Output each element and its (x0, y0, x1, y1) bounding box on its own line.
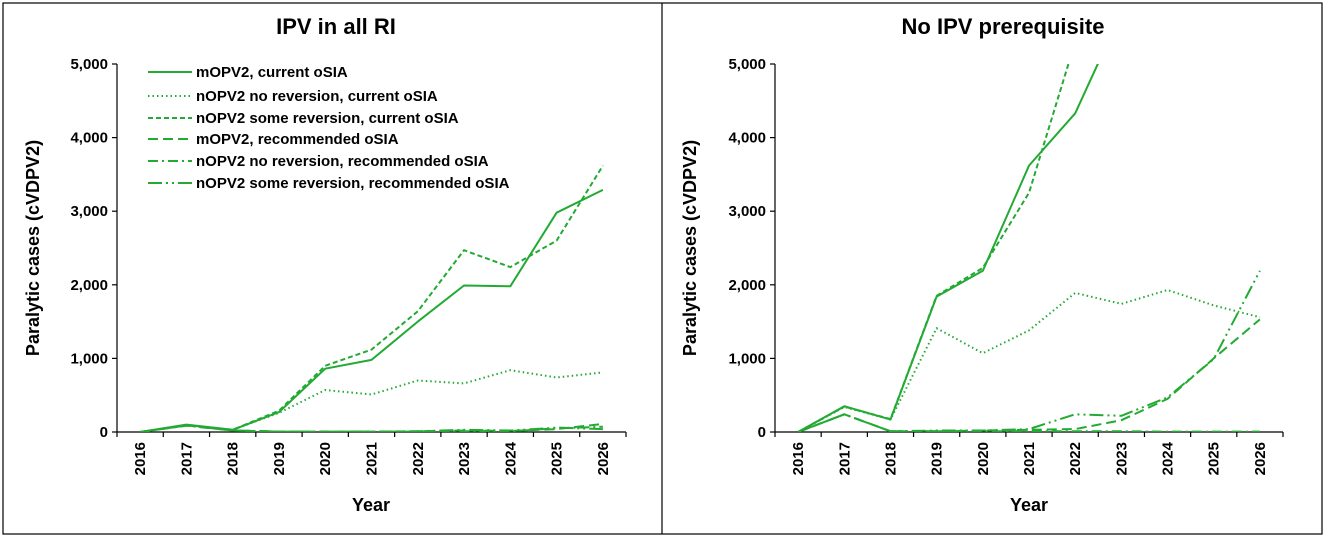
series-line-3 (139, 165, 604, 432)
x-tick-label: 2022 (410, 442, 427, 475)
x-tick-label: 2024 (502, 441, 519, 475)
legend-label: nOPV2 no reversion, current oSIA (196, 88, 438, 105)
series-line-4 (797, 318, 1261, 432)
legend-label: nOPV2 some reversion, recommended oSIA (196, 175, 510, 192)
y-tick-label: 0 (100, 424, 108, 441)
x-tick-label: 2022 (1067, 442, 1084, 475)
x-tick-label: 2025 (1206, 442, 1223, 475)
x-tick-label: 2020 (975, 442, 992, 475)
series-line-3 (797, 64, 1070, 432)
x-tick-label: 2026 (595, 442, 612, 475)
x-tick-label: 2021 (1021, 442, 1038, 475)
legend-label: mOPV2, current oSIA (196, 64, 348, 81)
x-tick-label: 2026 (1252, 442, 1269, 475)
x-tick-label: 2017 (836, 442, 853, 475)
x-tick-label: 2016 (790, 442, 807, 475)
y-axis-title-left: Paralytic cases (cVDPV2) (23, 140, 43, 356)
plot-right: 0 1,000 2,000 3,000 4,000 5,000 2016 2017 2018 20… (728, 56, 1284, 475)
panel-title-right: No IPV prerequisite (902, 14, 1105, 39)
x-tick-label: 2020 (317, 442, 334, 475)
x-tick-label: 2023 (456, 442, 473, 475)
legend-item: nOPV2 some reversion, current oSIA (148, 110, 459, 127)
x-tick-label: 2025 (549, 442, 566, 475)
x-tick-label: 2017 (178, 442, 195, 475)
series-group (139, 165, 604, 432)
series-line-6 (797, 270, 1261, 432)
plot-left: 0 1,000 2,000 3,000 4,000 5,000 2016 2017 2018 20… (70, 56, 627, 475)
y-tick-label: 5,000 (728, 56, 766, 73)
x-tick-label: 2021 (364, 442, 381, 475)
series-line-5 (797, 413, 1260, 432)
y-tick-label: 4,000 (728, 130, 766, 147)
series-group (797, 64, 1261, 432)
x-tick-label: 2019 (271, 442, 288, 475)
y-tick-label: 2,000 (70, 277, 108, 294)
series-line-1 (797, 64, 1099, 432)
legend-item: mOPV2, recommended oSIA (148, 131, 399, 148)
legend: mOPV2, current oSIA nOPV2 no reversion, … (148, 64, 510, 192)
y-tick-label: 5,000 (70, 56, 108, 73)
y-tick-label: 0 (758, 424, 766, 441)
x-tick-label: 2016 (132, 442, 149, 475)
series-line-5 (139, 424, 603, 432)
x-tick-label: 2018 (882, 442, 899, 475)
x-axis-title-left: Year (352, 495, 390, 515)
x-axis-title-right: Year (1010, 495, 1048, 515)
legend-label: nOPV2 some reversion, current oSIA (196, 110, 459, 127)
series-line-1 (139, 189, 604, 432)
x-tick-label: 2019 (929, 442, 946, 475)
legend-label: mOPV2, recommended oSIA (196, 131, 399, 148)
y-axis-title-right: Paralytic cases (cVDPV2) (680, 140, 700, 356)
x-tick-label: 2023 (1113, 442, 1130, 475)
series-line-2 (797, 289, 1261, 432)
x-tick-label: 2024 (1160, 441, 1177, 475)
legend-item: nOPV2 no reversion, recommended oSIA (148, 153, 489, 170)
legend-item: mOPV2, current oSIA (148, 64, 348, 81)
legend-item: nOPV2 some reversion, recommended oSIA (148, 175, 510, 192)
series-line-4 (139, 422, 604, 432)
y-tick-label: 4,000 (70, 130, 108, 147)
series-line-2 (139, 369, 604, 432)
y-tick-label: 3,000 (70, 203, 108, 220)
y-tick-label: 1,000 (70, 350, 108, 367)
y-tick-label: 2,000 (728, 277, 766, 294)
panel-title-left: IPV in all RI (276, 14, 396, 39)
legend-item: nOPV2 no reversion, current oSIA (148, 88, 438, 105)
y-tick-label: 1,000 (728, 350, 766, 367)
legend-label: nOPV2 no reversion, recommended oSIA (196, 153, 489, 170)
x-tick-label: 2018 (225, 442, 242, 475)
y-tick-label: 3,000 (728, 203, 766, 220)
